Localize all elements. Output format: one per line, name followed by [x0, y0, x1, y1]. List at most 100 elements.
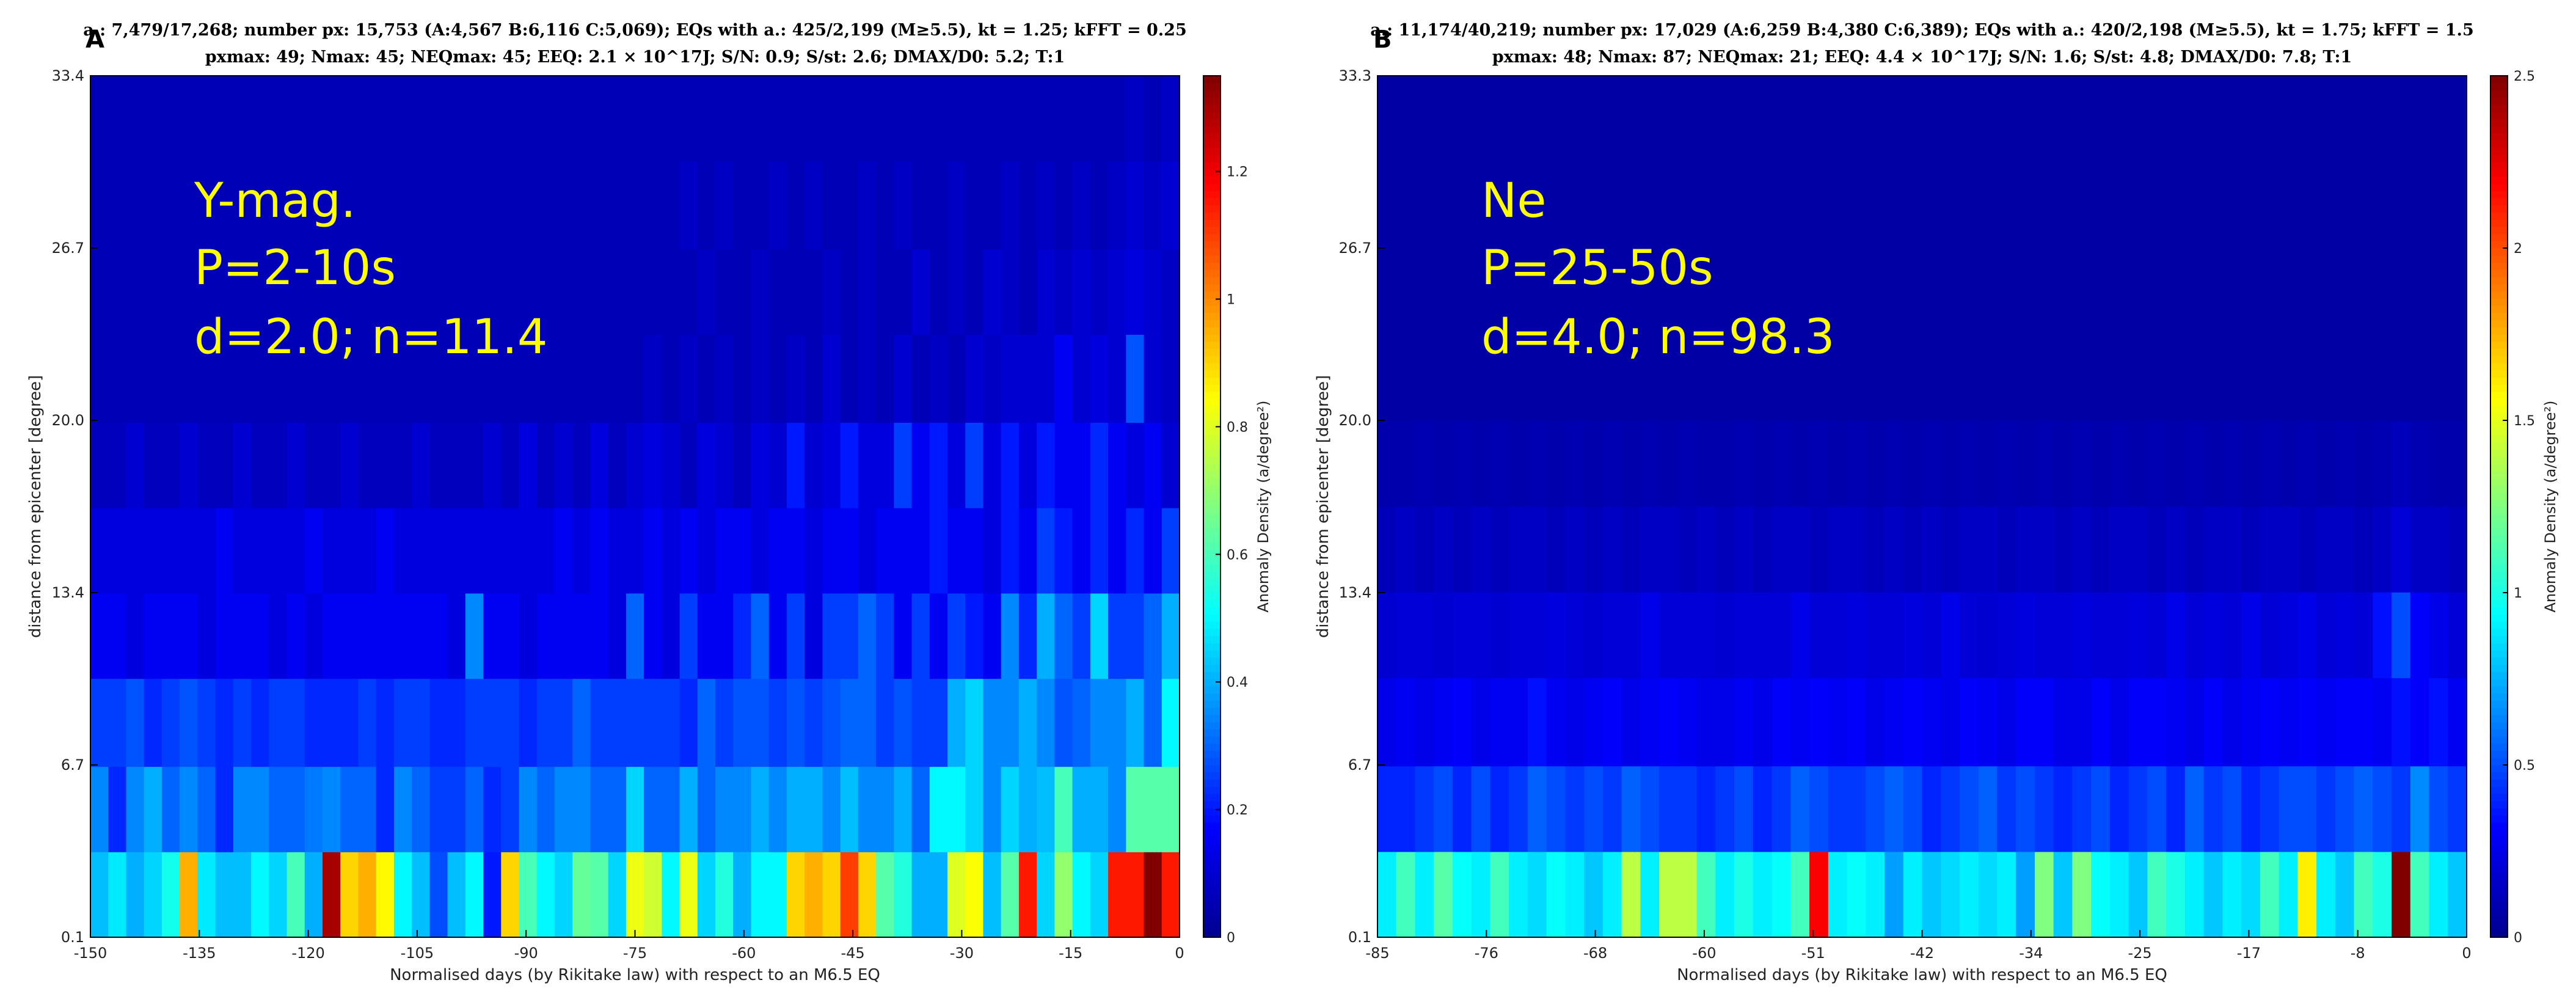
heatmap-cell	[1126, 508, 1145, 594]
heatmap-cell	[519, 161, 538, 250]
heatmap-cell	[376, 334, 395, 423]
heatmap-cell	[2184, 851, 2205, 938]
heatmap-cell	[1490, 851, 1509, 938]
heatmap-cell	[1941, 592, 1960, 678]
heatmap-cell	[144, 422, 162, 508]
heatmap-cell	[1377, 678, 1397, 767]
heatmap-cell	[2184, 76, 2205, 162]
heatmap-cell	[679, 593, 698, 679]
heatmap-cell	[840, 508, 859, 594]
heatmap-cell	[2166, 420, 2186, 507]
heatmap-cell	[1565, 76, 1585, 162]
heatmap-cell	[1527, 678, 1547, 767]
heatmap-cell	[1959, 592, 1979, 678]
heatmap-cell	[733, 422, 752, 508]
heatmap-cell	[1108, 422, 1126, 508]
heatmap-cell	[1108, 161, 1126, 250]
heatmap-cell	[340, 852, 359, 938]
colorbar-segment	[2490, 621, 2508, 629]
colorbar-segment	[2490, 880, 2508, 888]
heatmap-cell	[483, 766, 502, 852]
heatmap-cell	[269, 678, 288, 767]
colorbar-segment	[2490, 923, 2508, 931]
heatmap-cell	[822, 508, 841, 594]
heatmap-cell	[144, 249, 162, 335]
heatmap-cell	[697, 852, 716, 938]
colorbar-segment	[2490, 226, 2508, 235]
heatmap-cell	[751, 766, 770, 852]
heatmap-cell	[322, 852, 341, 938]
heatmap-cell	[465, 161, 484, 250]
heatmap-cell	[322, 678, 341, 767]
heatmap-cell	[2091, 247, 2111, 334]
heatmap-cell	[2429, 332, 2448, 422]
x-tick-label: -45	[841, 945, 864, 962]
heatmap-cell	[1602, 76, 1622, 162]
heatmap-cell	[2053, 766, 2073, 852]
heatmap-cell	[626, 161, 644, 250]
colorbar-segment	[1203, 147, 1220, 155]
heatmap-cell	[1696, 161, 1716, 247]
heatmap-cell	[679, 334, 698, 423]
x-tick-label: 0	[2462, 945, 2471, 962]
heatmap-cell	[215, 76, 234, 162]
heatmap-cell	[1001, 766, 1020, 852]
colorbar-segment	[2490, 478, 2508, 486]
colorbar-segment	[2490, 320, 2508, 327]
heatmap-cell	[1734, 420, 1754, 507]
heatmap-cell	[929, 678, 948, 767]
heatmap-cell	[679, 161, 698, 250]
heatmap-cell	[1161, 766, 1180, 852]
heatmap-cell	[269, 249, 288, 335]
heatmap-cell	[358, 678, 377, 767]
heatmap-cell	[1090, 766, 1109, 852]
heatmap-cell	[1771, 420, 1791, 507]
heatmap-cell	[947, 508, 966, 594]
heatmap-cell	[1771, 161, 1791, 247]
heatmap-cell	[90, 161, 109, 250]
heatmap-cell	[519, 678, 538, 767]
heatmap-cell	[858, 76, 877, 162]
colorbar-segment	[2490, 485, 2508, 493]
heatmap-cell	[608, 422, 627, 508]
heatmap-cell	[1490, 76, 1509, 162]
heatmap-cell	[1452, 678, 1472, 767]
heatmap-cell	[1847, 420, 1866, 507]
heatmap-cell	[447, 508, 466, 594]
heatmap-cell	[1396, 247, 1416, 334]
heatmap-cell	[2072, 592, 2092, 678]
heatmap-cell	[929, 766, 948, 852]
colorbar-segment	[2490, 392, 2508, 400]
heatmap-cell	[1396, 678, 1416, 767]
heatmap-cell	[1941, 678, 1960, 767]
heatmap-cell	[1790, 247, 1810, 334]
heatmap-cell	[2072, 851, 2092, 938]
colorbar-segment	[2490, 772, 2508, 780]
heatmap-cell	[2279, 161, 2298, 247]
heatmap-cell	[108, 593, 127, 679]
heatmap-cell	[1903, 420, 1923, 507]
heatmap-cell	[626, 422, 644, 508]
heatmap-cell	[269, 852, 288, 938]
heatmap-cell	[251, 508, 269, 594]
heatmap-cell	[911, 334, 930, 423]
heatmap-cell	[840, 422, 859, 508]
heatmap-cell	[447, 766, 466, 852]
heatmap-cell	[304, 76, 323, 162]
colorbar-segment	[1203, 557, 1220, 565]
heatmap-cell	[965, 852, 984, 938]
heatmap-cell	[180, 422, 198, 508]
heatmap-cell	[894, 508, 913, 594]
colorbar-segment	[2490, 312, 2508, 321]
heatmap-cell	[2410, 851, 2430, 938]
heatmap-cell	[2109, 76, 2129, 162]
heatmap-cell	[1753, 247, 1773, 334]
heatmap-cell	[1584, 420, 1604, 507]
panel-label: B	[1373, 26, 1392, 54]
colorbar-segment	[1203, 478, 1220, 486]
heatmap-cell	[947, 334, 966, 423]
heatmap-cell	[1490, 592, 1509, 678]
heatmap-cell	[1885, 506, 1904, 593]
heatmap-cell	[840, 249, 859, 335]
heatmap-cell	[1922, 766, 1941, 852]
